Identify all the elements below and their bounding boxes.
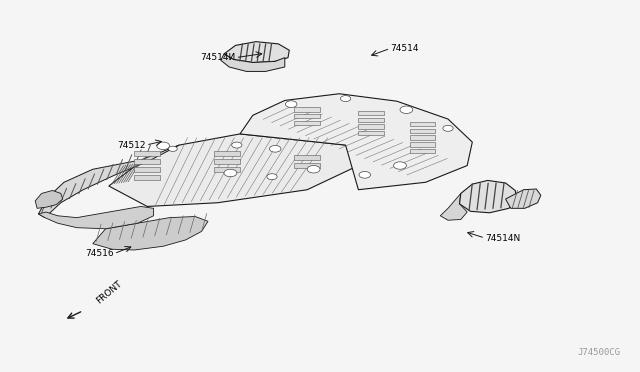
Circle shape	[307, 166, 320, 173]
Bar	[410, 129, 435, 133]
Circle shape	[269, 145, 281, 152]
Circle shape	[359, 171, 371, 178]
Bar	[294, 121, 320, 125]
Polygon shape	[93, 217, 208, 250]
Text: 74514N: 74514N	[485, 234, 520, 243]
Bar	[294, 114, 320, 118]
Bar	[134, 167, 160, 172]
Polygon shape	[38, 145, 179, 218]
Polygon shape	[35, 190, 63, 208]
Polygon shape	[221, 54, 285, 71]
Circle shape	[157, 142, 170, 150]
Bar	[294, 163, 320, 168]
Bar	[214, 151, 240, 156]
Text: FRONT: FRONT	[95, 279, 124, 306]
Bar	[294, 107, 320, 112]
Bar	[358, 124, 384, 129]
Text: 74516: 74516	[85, 249, 114, 258]
Bar	[410, 149, 435, 153]
Bar	[214, 159, 240, 164]
Polygon shape	[109, 134, 358, 206]
Circle shape	[340, 96, 351, 102]
Bar	[358, 118, 384, 122]
Polygon shape	[240, 94, 472, 190]
Bar	[358, 111, 384, 115]
Polygon shape	[506, 189, 541, 208]
Circle shape	[400, 106, 413, 113]
Circle shape	[168, 146, 177, 151]
Bar	[358, 131, 384, 135]
Text: J74500CG: J74500CG	[578, 348, 621, 357]
Circle shape	[267, 174, 277, 180]
Bar	[214, 167, 240, 172]
Circle shape	[224, 169, 237, 177]
Bar	[134, 175, 160, 180]
Circle shape	[394, 162, 406, 169]
Bar	[410, 122, 435, 126]
Circle shape	[285, 101, 297, 108]
Text: 74514И: 74514И	[200, 53, 236, 62]
Polygon shape	[460, 180, 517, 213]
Circle shape	[232, 142, 242, 148]
Polygon shape	[440, 193, 467, 220]
Text: 74514: 74514	[390, 44, 419, 53]
Text: 74512: 74512	[117, 141, 146, 150]
Bar	[410, 142, 435, 147]
Bar	[134, 159, 160, 164]
Polygon shape	[38, 206, 154, 229]
Bar	[134, 151, 160, 156]
Bar	[410, 135, 435, 140]
Polygon shape	[224, 42, 289, 62]
Bar	[294, 155, 320, 160]
Circle shape	[443, 125, 453, 131]
